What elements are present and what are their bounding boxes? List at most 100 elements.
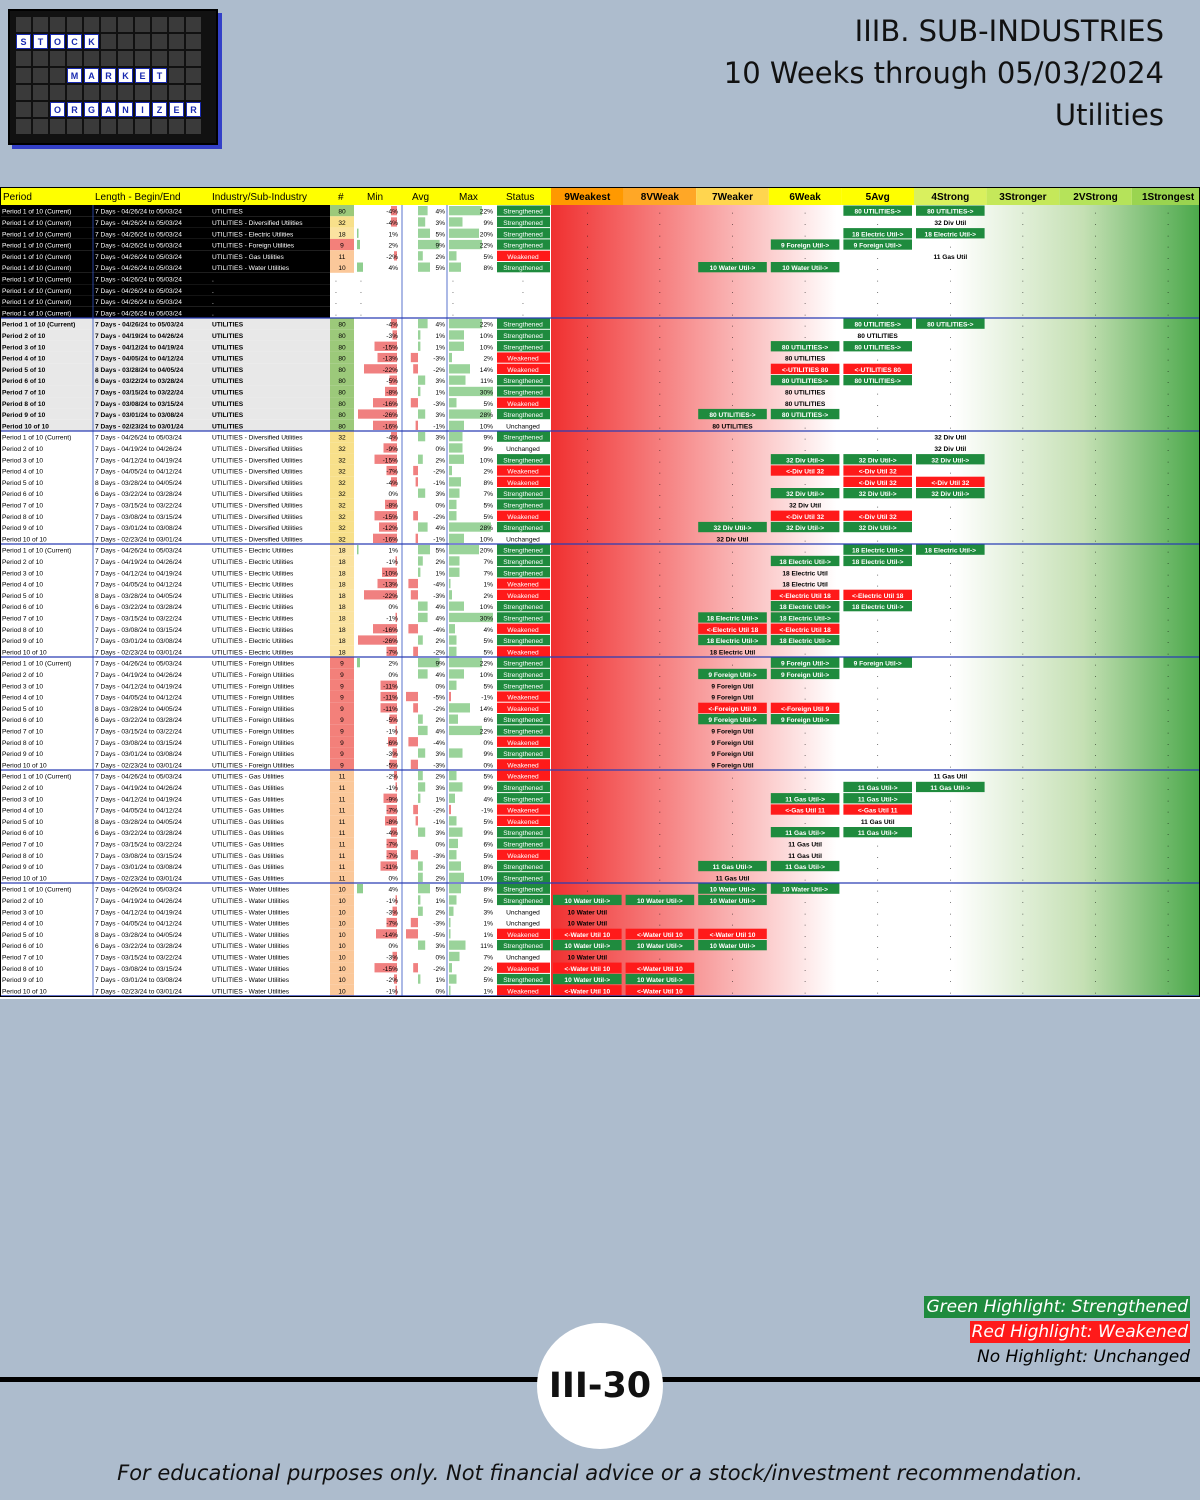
count-value: 9 [340, 672, 344, 679]
count-value: 18 [338, 649, 346, 656]
min-bar [394, 974, 397, 984]
avg-value: 1% [435, 333, 445, 340]
rank-dot: . [949, 593, 951, 600]
rank-dot: . [1167, 243, 1169, 250]
length-label: 7 Days - 03/01/24 to 03/08/24 [95, 638, 182, 645]
status-badge [497, 216, 550, 228]
rank-dot: . [586, 717, 588, 724]
rank-label: 10 Water Util-> [710, 265, 756, 272]
industry-label: UTILITIES - Foreign Utilities [212, 729, 295, 736]
rank-dot: . [877, 435, 879, 442]
max-value: 10% [480, 457, 493, 464]
count-cell [330, 690, 354, 703]
rank-badge [843, 228, 912, 239]
industry-label: UTILITIES - Diversified Utilities [212, 503, 303, 510]
rank-badge [916, 318, 985, 329]
rank-dot: . [1167, 593, 1169, 600]
industry-label: UTILITIES - Gas Utilities [212, 864, 285, 871]
length-label: 7 Days - 04/12/24 to 04/19/24 [95, 344, 184, 351]
avg-bar [418, 940, 426, 950]
rank-dot: . [949, 277, 951, 284]
count-value: 80 [338, 356, 346, 363]
status-label: Unchanged [506, 955, 540, 962]
avg-value: -1% [433, 536, 445, 543]
rank-dot: . [1167, 717, 1169, 724]
min-value: -3% [386, 333, 398, 340]
rank-badge [698, 612, 767, 623]
rank-dot: . [1095, 898, 1097, 905]
rank-dot: . [949, 875, 951, 882]
status-badge [497, 815, 550, 826]
period-label: Period 10 of 10 [2, 536, 47, 543]
count-cell [330, 566, 354, 578]
rank-dot: . [1095, 435, 1097, 442]
rank-label: <-Electric Util 18 [779, 593, 831, 600]
rank-dot: . [586, 864, 588, 871]
rank-dot: . [732, 909, 734, 916]
max-value: 5% [483, 649, 493, 656]
status-badge [497, 431, 550, 442]
rank-dot: . [659, 695, 661, 702]
max-bar [449, 386, 493, 397]
max-value: 5% [483, 683, 493, 690]
industry-label: UTILITIES - Gas Utilities [212, 830, 285, 837]
rank-dot: . [1167, 356, 1169, 363]
count-value: 11 [339, 830, 346, 837]
count-cell [330, 408, 354, 420]
avg-bar [418, 669, 428, 679]
rank-badge [698, 928, 767, 939]
rank-dot: . [1022, 491, 1024, 498]
industry-label: UTILITIES - Gas Utilities [212, 796, 285, 803]
rank-dot: . [949, 796, 951, 803]
rank-label: 9 Foreign Util [711, 729, 753, 736]
rank-label: 10 Water Util-> [710, 898, 756, 905]
rank-dot: . [1022, 740, 1024, 747]
period-label: Period 4 of 10 [2, 469, 43, 476]
rank-label: <-Water Util 10 [637, 966, 683, 973]
rank-dot: . [586, 819, 588, 826]
rank-dot: . [949, 423, 951, 430]
rank-dot: . [949, 378, 951, 385]
rank-dot: . [1022, 977, 1024, 984]
rank-badge [843, 476, 912, 487]
status-badge [497, 759, 550, 770]
rank-dot: . [1095, 299, 1097, 306]
avg-value: 5% [435, 548, 445, 555]
rank-dot: . [586, 683, 588, 690]
min-value: -22% [383, 593, 399, 600]
rank-dot: . [659, 570, 661, 577]
rank-dot: . [732, 604, 734, 611]
min-value: -1% [386, 729, 398, 736]
count-cell [330, 837, 354, 850]
rank-dot: . [949, 909, 951, 916]
min-value: 0% [388, 875, 398, 882]
industry-label: UTILITIES [212, 344, 244, 351]
avg-bar [418, 872, 423, 882]
rank-dot: . [732, 842, 734, 849]
count-cell [330, 318, 354, 330]
min-value: 2% [388, 243, 398, 250]
length-label: 7 Days - 04/12/24 to 04/19/24 [95, 457, 182, 464]
period-label: Period 7 of 10 [2, 503, 43, 510]
rank-dot: . [1167, 446, 1169, 453]
status-label: Weakened [507, 853, 539, 860]
period-label: Period 8 of 10 [2, 853, 43, 860]
status-badge [497, 838, 550, 849]
rank-dot: . [586, 401, 588, 408]
rank-dot: . [804, 988, 806, 995]
rank-dot: . [659, 740, 661, 747]
rank-dot: . [1022, 830, 1024, 837]
min-bar [374, 341, 397, 351]
rank-label: 80 UTILITIES-> [855, 322, 901, 329]
avg-bar [413, 703, 418, 713]
max-bar [449, 477, 461, 487]
length-label: 7 Days - 03/01/24 to 03/08/24 [95, 412, 184, 419]
count-value: 10 [338, 921, 346, 928]
period-label: Period 6 of 10 [2, 491, 43, 498]
rank-dot: . [1167, 310, 1169, 317]
status-badge [497, 510, 550, 521]
rank-dot: . [586, 762, 588, 769]
status-label: Strengthened [503, 435, 543, 442]
avg-bar [413, 804, 418, 815]
rank-dot: . [877, 875, 879, 882]
